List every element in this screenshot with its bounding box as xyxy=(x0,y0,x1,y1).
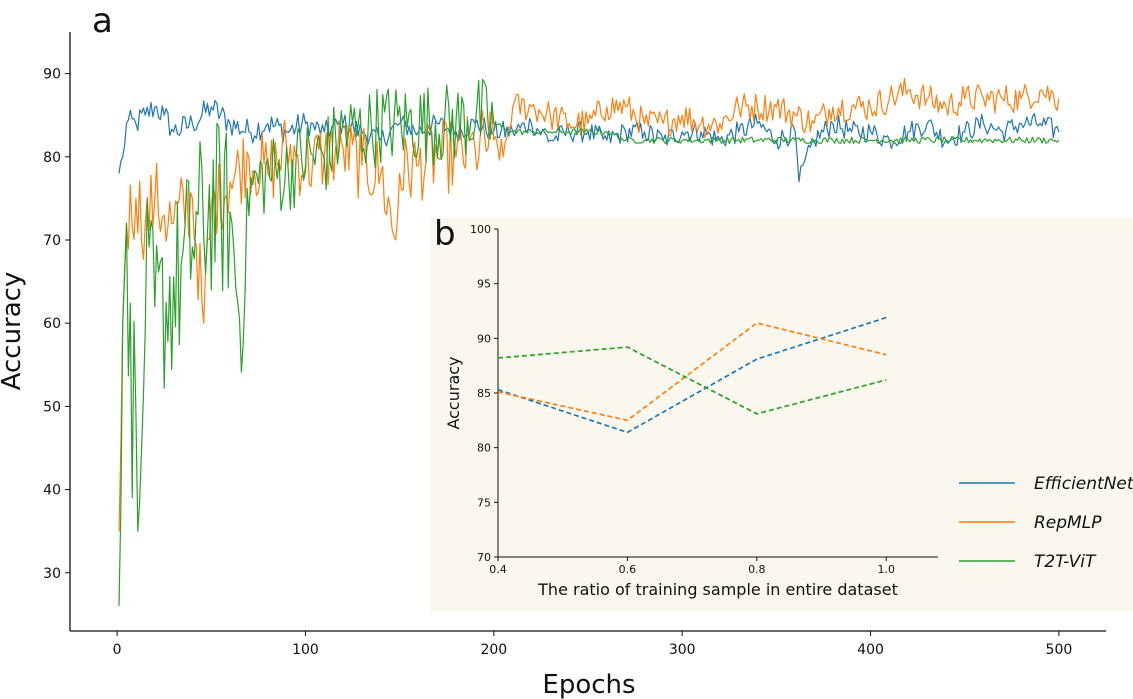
series-line-repmlp xyxy=(118,77,1060,532)
panel-b: b 70 75 80 85 90 95 100 0.4 0.6 0.8 1.0 The ratio… xyxy=(430,214,1133,611)
panel-b-y-label: Accuracy xyxy=(444,356,463,429)
panel-a: a 30 40 50 60 70 80 90 0 100 200 300 400 500 Epochs… xyxy=(0,1,1106,699)
x-tick-label: 500 xyxy=(1046,642,1073,658)
panel-a-y-label: Accuracy xyxy=(0,272,27,391)
y-tick-label: 80 xyxy=(43,150,61,166)
y-tick-label: 50 xyxy=(43,399,61,415)
y-tick-label: 30 xyxy=(43,566,61,582)
legend-label: T2T-ViT xyxy=(1034,552,1097,572)
y-tick-label: 100 xyxy=(470,223,491,236)
y-tick-label: 40 xyxy=(43,483,61,499)
panel-a-x-ticks: 0 100 200 300 400 500 xyxy=(113,631,1073,658)
y-tick-label: 70 xyxy=(43,233,61,249)
y-tick-label: 60 xyxy=(43,316,61,332)
x-tick-label: 200 xyxy=(480,642,507,658)
x-tick-label: 100 xyxy=(292,642,319,658)
panel-a-y-ticks: 30 40 50 60 70 80 90 xyxy=(43,67,70,582)
x-tick-label: 0.8 xyxy=(748,563,766,576)
legend: EfficientNet RepMLP T2T-ViT xyxy=(959,474,1133,572)
x-tick-label: 300 xyxy=(669,642,696,658)
x-tick-label: 0.4 xyxy=(489,563,507,576)
inset-series-line-repmlp xyxy=(497,322,887,422)
panel-a-series xyxy=(118,77,1060,607)
legend-label: RepMLP xyxy=(1034,513,1102,533)
panel-b-y-ticks: 70 75 80 85 90 95 100 xyxy=(470,223,498,564)
y-tick-label: 90 xyxy=(477,332,491,345)
panel-a-x-label: Epochs xyxy=(542,670,635,699)
panel-b-x-ticks: 0.4 0.6 0.8 1.0 xyxy=(489,557,895,576)
series-line-t2t-vit xyxy=(118,78,1060,607)
y-tick-label: 80 xyxy=(477,442,491,455)
x-tick-label: 1.0 xyxy=(877,563,895,576)
y-tick-label: 90 xyxy=(43,67,61,83)
panel-b-background xyxy=(430,218,1133,611)
inset-series-line-t2t-vit xyxy=(497,346,887,415)
panel-b-x-label: The ratio of training sample in entire d… xyxy=(537,580,898,599)
y-tick-label: 95 xyxy=(477,278,491,291)
y-tick-label: 85 xyxy=(477,387,491,400)
panel-a-letter: a xyxy=(92,1,113,41)
panel-b-letter: b xyxy=(434,214,456,254)
panel-b-series xyxy=(497,316,887,434)
x-tick-label: 0.6 xyxy=(619,563,637,576)
x-tick-label: 0 xyxy=(113,642,122,658)
series-line-efficientnet xyxy=(118,99,1060,183)
x-tick-label: 400 xyxy=(857,642,884,658)
y-tick-label: 75 xyxy=(477,496,491,509)
y-tick-label: 70 xyxy=(477,551,491,564)
legend-label: EfficientNet xyxy=(1034,474,1133,494)
